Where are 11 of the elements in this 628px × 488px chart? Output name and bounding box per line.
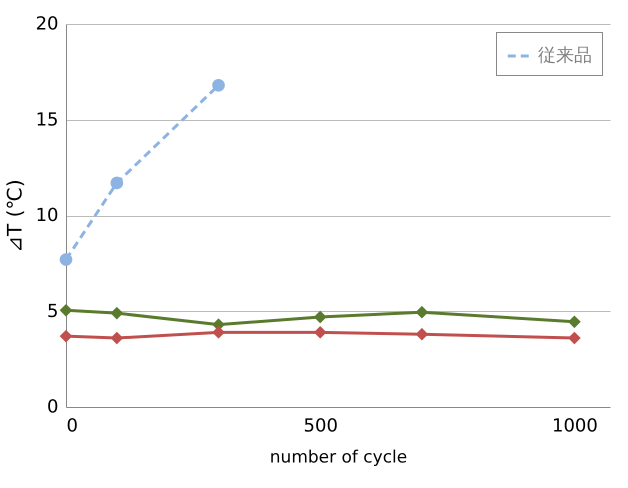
y-tick-label: 0 (47, 396, 58, 418)
x-tick-label: 1000 (552, 416, 598, 436)
legend-label: 従来品 (538, 45, 592, 66)
x-tick-label: 0 (66, 416, 78, 436)
y-tick-label: 15 (36, 109, 58, 130)
x-axis-title: number of cycle (270, 448, 408, 468)
y-tick-label: 20 (36, 14, 58, 34)
x-tick-label: 500 (304, 416, 338, 436)
y-tick-label: 5 (47, 300, 58, 322)
y-tick-label: 10 (36, 205, 58, 226)
y-axis-title: ⊿T (℃) (2, 179, 27, 253)
